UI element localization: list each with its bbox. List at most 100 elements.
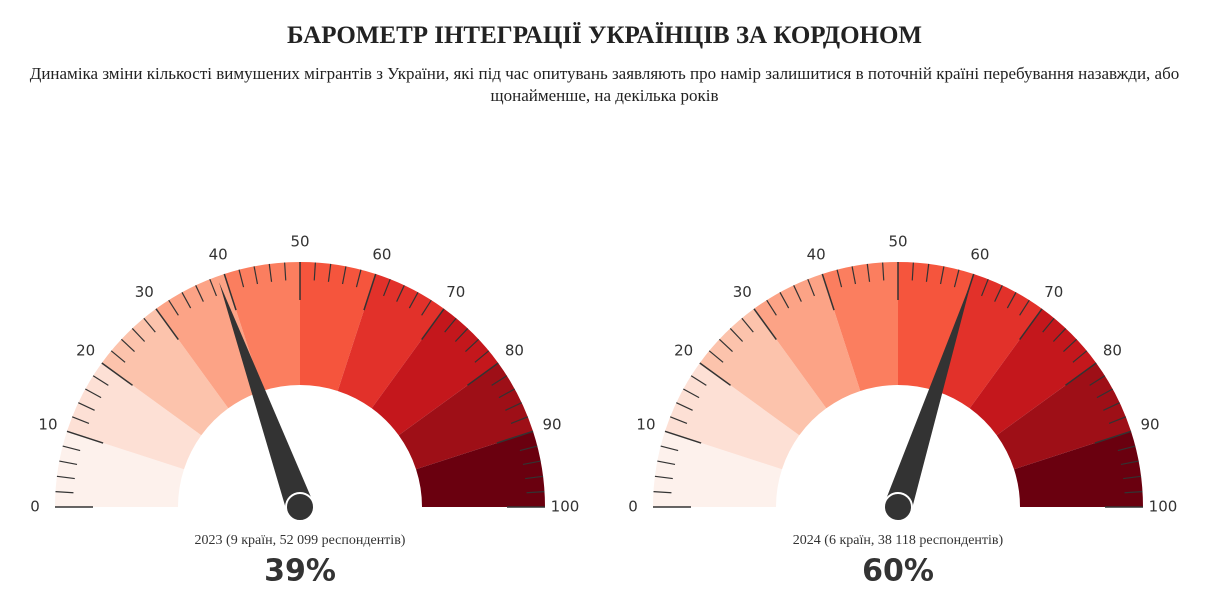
gauge-band [822, 262, 898, 391]
tick-label: 70 [446, 283, 465, 301]
tick-label: 10 [636, 416, 655, 434]
minor-tick [341, 266, 347, 285]
minor-tick [355, 269, 362, 288]
minor-tick [510, 416, 529, 424]
tick-label: 50 [290, 233, 309, 251]
minor-tick [690, 375, 707, 386]
needle-hub [285, 492, 315, 522]
gauge-band [969, 308, 1097, 436]
gauge-band [699, 308, 827, 436]
minor-tick [1006, 292, 1017, 309]
gauge-band [55, 431, 184, 507]
minor-tick [1103, 402, 1120, 411]
tick-label: 60 [372, 245, 391, 263]
gauge-band [416, 431, 545, 507]
minor-tick [779, 292, 790, 309]
gauge-band [155, 273, 263, 409]
major-tick [421, 308, 445, 340]
value-label: 39% [264, 554, 336, 589]
minor-tick [1124, 491, 1143, 494]
page-title: БАРОМЕТР ІНТЕГРАЦІЇ УКРАЇНЦІВ ЗА КОРДОНО… [286, 22, 923, 49]
minor-tick [71, 416, 90, 424]
gauge-band [66, 362, 202, 470]
minor-tick [253, 266, 259, 285]
minor-tick [807, 278, 815, 297]
minor-tick [741, 317, 754, 333]
major-tick [821, 273, 835, 311]
minor-tick [195, 285, 204, 302]
minor-tick [396, 285, 405, 302]
minor-tick [1052, 327, 1067, 342]
needle [884, 279, 972, 512]
gauge-band [996, 362, 1132, 470]
tick-label: 90 [542, 416, 561, 434]
minor-tick [522, 460, 541, 466]
minor-tick [92, 375, 109, 386]
major-tick [66, 430, 104, 444]
major-tick [699, 362, 731, 386]
major-tick [664, 430, 702, 444]
minor-tick [660, 445, 679, 452]
tick-label: 20 [76, 342, 95, 360]
tick-label: 90 [1140, 416, 1159, 434]
gauge-band [1014, 431, 1143, 507]
tick-label: 40 [209, 245, 228, 263]
tick-label: 100 [551, 498, 580, 516]
minor-tick [793, 285, 802, 302]
major-tick [101, 362, 133, 386]
minor-tick [62, 445, 81, 452]
minor-tick [505, 402, 522, 411]
minor-tick [653, 491, 672, 494]
minor-tick [669, 416, 688, 424]
minor-tick [1072, 350, 1088, 363]
minor-tick [78, 402, 95, 411]
gauge-band [101, 308, 229, 436]
minor-tick [718, 338, 733, 353]
major-tick [753, 308, 777, 340]
major-tick [467, 362, 499, 386]
minor-tick [408, 292, 419, 309]
minor-tick [911, 262, 914, 281]
minor-tick [465, 338, 480, 353]
minor-tick [498, 388, 515, 399]
minor-tick [284, 262, 287, 281]
minor-tick [657, 460, 676, 466]
minor-tick [1117, 445, 1136, 452]
minor-tick [168, 299, 179, 316]
major-tick [1094, 430, 1132, 444]
minor-tick [1089, 375, 1106, 386]
minor-tick [181, 292, 192, 309]
minor-tick [882, 262, 885, 281]
minor-tick [851, 266, 857, 285]
minor-tick [209, 278, 217, 297]
minor-tick [383, 278, 391, 297]
minor-tick [474, 350, 490, 363]
minor-tick [1063, 338, 1078, 353]
tick-label: 0 [628, 498, 638, 516]
tick-label: 80 [505, 342, 524, 360]
minor-tick [676, 402, 693, 411]
minor-tick [526, 491, 545, 494]
minor-tick [55, 491, 74, 494]
tick-label: 10 [38, 416, 57, 434]
minor-tick [866, 263, 871, 282]
gauge-caption: 2024 (6 країн, 38 118 респондентів) [793, 533, 1004, 548]
major-tick [155, 308, 179, 340]
minor-tick [491, 375, 508, 386]
minor-tick [729, 327, 744, 342]
needle [219, 282, 314, 512]
page-subtitle: Динаміка зміни кількості вимушених мігра… [29, 64, 1180, 105]
minor-tick [131, 327, 146, 342]
gauge-band [224, 262, 300, 391]
minor-tick [766, 299, 777, 316]
tick-label: 60 [970, 245, 989, 263]
gauge-band [898, 262, 974, 391]
major-tick [223, 273, 237, 311]
minor-tick [1120, 460, 1139, 466]
minor-tick [85, 388, 102, 399]
minor-tick [120, 338, 135, 353]
minor-tick [925, 263, 930, 282]
minor-tick [327, 263, 332, 282]
minor-tick [981, 278, 989, 297]
